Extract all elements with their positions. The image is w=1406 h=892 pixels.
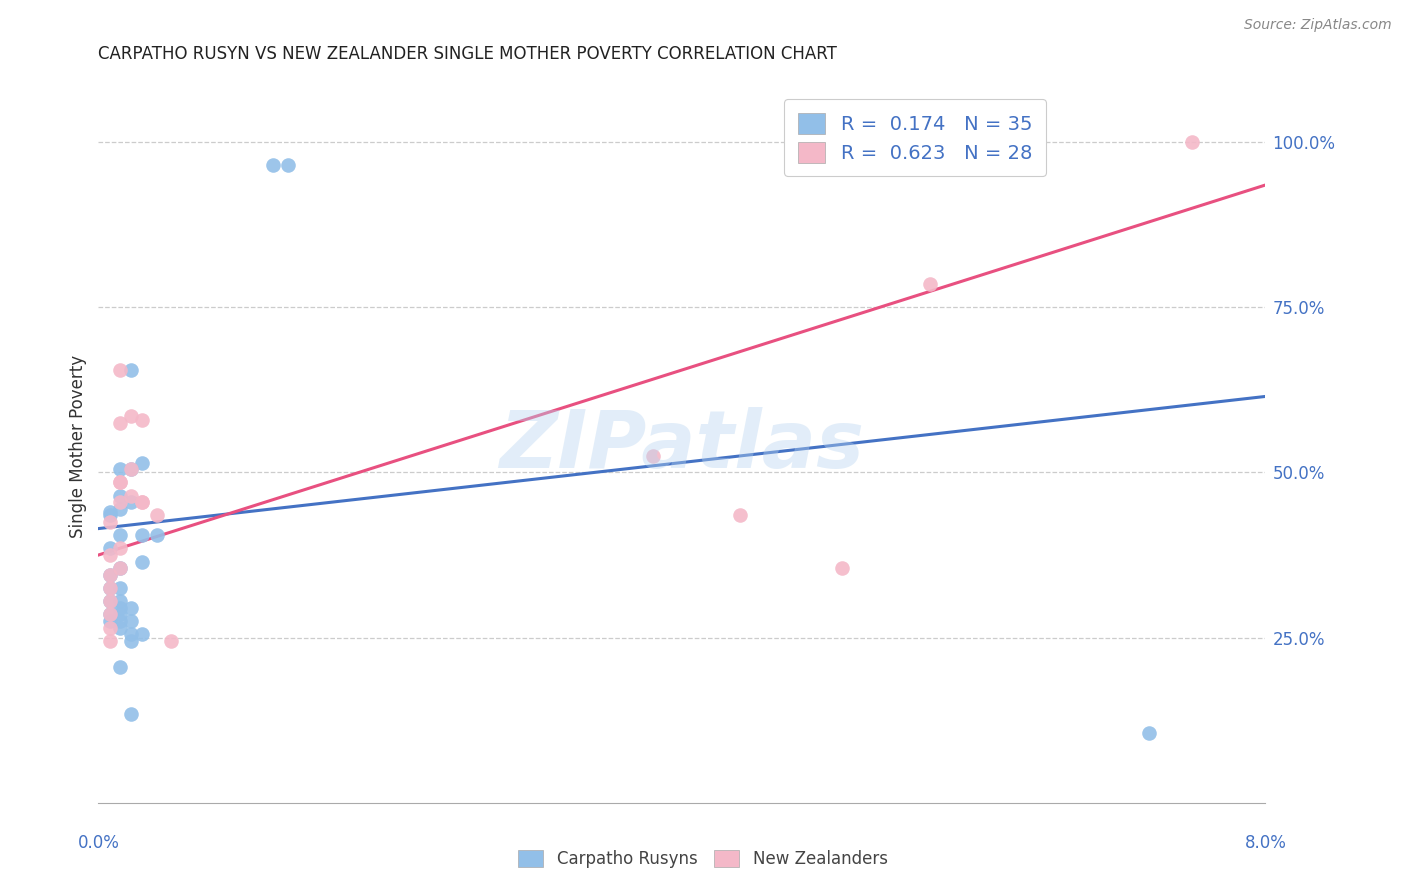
Point xyxy=(131,495,153,509)
Point xyxy=(110,363,132,377)
Point xyxy=(98,508,121,523)
Point xyxy=(277,158,299,172)
Point xyxy=(110,475,132,490)
Point xyxy=(110,561,132,575)
Legend: Carpatho Rusyns, New Zealanders: Carpatho Rusyns, New Zealanders xyxy=(512,843,894,875)
Point xyxy=(1137,726,1160,740)
Text: 8.0%: 8.0% xyxy=(1244,834,1286,852)
Point xyxy=(110,541,132,556)
Point xyxy=(98,594,121,608)
Point xyxy=(110,561,132,575)
Point xyxy=(110,614,132,628)
Point xyxy=(98,567,121,582)
Point xyxy=(110,581,132,595)
Point xyxy=(110,495,132,509)
Point xyxy=(131,456,153,470)
Point xyxy=(98,607,121,622)
Point xyxy=(98,607,121,622)
Point xyxy=(160,634,183,648)
Point xyxy=(98,581,121,595)
Point xyxy=(131,495,153,509)
Point xyxy=(120,462,142,476)
Point xyxy=(131,555,153,569)
Point xyxy=(730,508,752,523)
Point xyxy=(131,627,153,641)
Point xyxy=(1181,135,1204,149)
Point xyxy=(120,462,142,476)
Point xyxy=(120,706,142,721)
Point xyxy=(110,462,132,476)
Point xyxy=(120,363,142,377)
Point xyxy=(98,621,121,635)
Point xyxy=(98,581,121,595)
Point xyxy=(131,528,153,542)
Point xyxy=(110,475,132,490)
Point xyxy=(131,412,153,426)
Point xyxy=(262,158,284,172)
Point xyxy=(110,416,132,430)
Point xyxy=(110,621,132,635)
Point xyxy=(98,594,121,608)
Point xyxy=(641,449,664,463)
Point xyxy=(120,627,142,641)
Point xyxy=(98,541,121,556)
Point xyxy=(110,660,132,674)
Point xyxy=(120,634,142,648)
Point xyxy=(146,528,169,542)
Point xyxy=(98,548,121,562)
Point xyxy=(120,489,142,503)
Point xyxy=(120,614,142,628)
Text: CARPATHO RUSYN VS NEW ZEALANDER SINGLE MOTHER POVERTY CORRELATION CHART: CARPATHO RUSYN VS NEW ZEALANDER SINGLE M… xyxy=(98,45,838,62)
Legend: R =  0.174   N = 35, R =  0.623   N = 28: R = 0.174 N = 35, R = 0.623 N = 28 xyxy=(785,99,1046,177)
Point xyxy=(110,489,132,503)
Point xyxy=(98,614,121,628)
Point xyxy=(98,515,121,529)
Y-axis label: Single Mother Poverty: Single Mother Poverty xyxy=(69,354,87,538)
Point xyxy=(98,567,121,582)
Point xyxy=(110,607,132,622)
Point xyxy=(98,505,121,519)
Point xyxy=(120,409,142,424)
Point xyxy=(918,277,941,292)
Text: 0.0%: 0.0% xyxy=(77,834,120,852)
Point xyxy=(831,561,853,575)
Text: ZIPatlas: ZIPatlas xyxy=(499,407,865,485)
Point xyxy=(120,495,142,509)
Point xyxy=(110,501,132,516)
Point xyxy=(110,528,132,542)
Point xyxy=(98,634,121,648)
Point xyxy=(110,600,132,615)
Point xyxy=(120,600,142,615)
Point xyxy=(110,594,132,608)
Point xyxy=(146,508,169,523)
Text: Source: ZipAtlas.com: Source: ZipAtlas.com xyxy=(1244,18,1392,32)
